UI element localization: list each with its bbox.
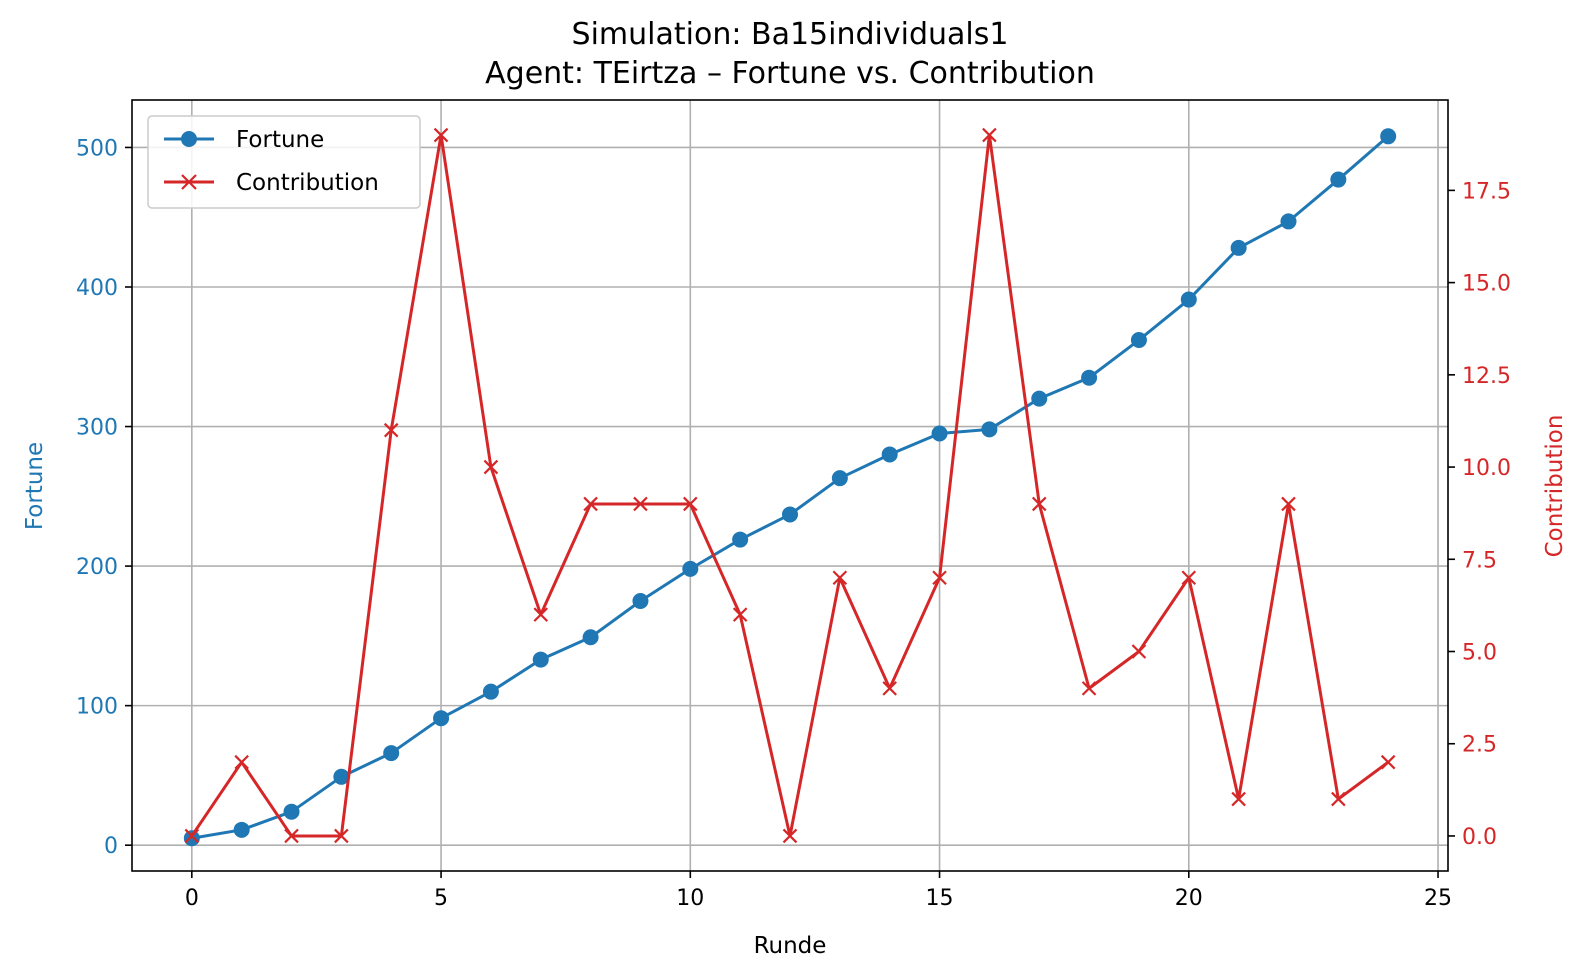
y-axis-left-label: Fortune: [22, 442, 48, 530]
legend-fortune-marker: [181, 131, 197, 147]
data-point: [483, 459, 499, 475]
data-point: [1130, 332, 1147, 349]
data-point: [482, 683, 499, 700]
y-right-tick-label: 2.5: [1462, 733, 1497, 758]
series-fortune: [183, 128, 1397, 847]
legend-contribution-label: Contribution: [236, 170, 379, 196]
data-point: [1231, 791, 1246, 807]
data-point: [932, 570, 947, 586]
x-tick-label: 20: [1175, 886, 1203, 911]
grid: [132, 100, 1448, 871]
data-point: [383, 422, 399, 438]
y-right-tick-label: 10.0: [1462, 456, 1511, 481]
data-point: [283, 803, 300, 820]
data-point: [1031, 390, 1048, 407]
data-point: [1331, 791, 1346, 807]
y-right-tick-label: 12.5: [1462, 364, 1511, 389]
data-point: [931, 425, 948, 442]
series-contribution: [184, 127, 1396, 844]
legend: Fortune Contribution: [147, 115, 421, 209]
data-point: [732, 607, 748, 622]
data-point: [533, 607, 549, 622]
data-point: [183, 830, 200, 847]
y-left-tick-label: 300: [76, 416, 118, 441]
data-point: [682, 560, 699, 577]
data-point: [1180, 291, 1197, 308]
data-point: [1081, 681, 1097, 696]
data-point: [882, 681, 897, 696]
data-point: [1380, 128, 1397, 145]
data-point: [433, 127, 449, 143]
data-point: [1081, 369, 1098, 386]
data-point: [1031, 496, 1047, 512]
data-point: [831, 470, 848, 487]
x-tick-label: 0: [185, 886, 199, 911]
data-point: [284, 828, 299, 844]
x-axis: 0 5 10 15 20 25: [185, 871, 1452, 911]
data-point: [233, 821, 250, 838]
chart-title: Simulation: Ba15individuals1: [572, 17, 1009, 52]
data-point: [383, 745, 400, 762]
data-point: [982, 127, 997, 143]
data-point: [732, 531, 749, 548]
y-right-tick-label: 5.0: [1462, 641, 1497, 666]
x-tick-label: 25: [1424, 886, 1452, 911]
legend-contribution-marker: [181, 174, 197, 190]
y-right-tick-label: 15.0: [1462, 272, 1511, 297]
data-point: [1380, 754, 1396, 770]
plot-frame: [131, 99, 1449, 872]
y-left-tick-label: 200: [76, 555, 118, 580]
data-point: [1181, 570, 1197, 586]
x-tick-label: 5: [434, 886, 448, 911]
data-point: [633, 496, 648, 512]
y-left-tick-label: 0: [104, 834, 118, 859]
y-right-tick-label: 0.0: [1462, 825, 1497, 850]
y-axis-right: 0.0 2.5 5.0 7.5 10.0 12.5 15.0 17.5: [1448, 179, 1511, 850]
data-point: [532, 651, 549, 668]
data-point: [632, 592, 649, 609]
data-point: [782, 828, 798, 844]
y-axis-right-label: Contribution: [1542, 415, 1568, 558]
data-point: [782, 506, 798, 523]
series-layer: [183, 127, 1397, 847]
data-point: [582, 629, 599, 646]
y-left-tick-label: 100: [76, 695, 118, 720]
y-left-tick-label: 400: [76, 276, 118, 301]
data-point: [1131, 644, 1147, 659]
data-point: [832, 570, 848, 586]
data-point: [333, 768, 350, 785]
data-point: [433, 710, 450, 727]
data-point: [683, 496, 698, 512]
y-right-tick-label: 17.5: [1462, 179, 1511, 204]
x-tick-label: 10: [676, 886, 704, 911]
series-line-contribution: [190, 133, 1390, 838]
data-point: [184, 828, 200, 844]
x-tick-label: 15: [926, 886, 954, 911]
legend-box: [147, 115, 421, 209]
y-axis-left: 0 100 200 300 400 500: [76, 136, 132, 859]
data-point: [1281, 496, 1296, 512]
x-axis-label: Runde: [754, 933, 827, 959]
data-point: [1330, 171, 1347, 188]
data-point: [583, 496, 598, 512]
series-line-fortune: [191, 135, 1390, 840]
data-point: [334, 828, 349, 844]
y-right-tick-label: 7.5: [1462, 548, 1497, 573]
data-point: [1230, 239, 1247, 256]
data-point: [881, 446, 898, 463]
chart-subtitle: Agent: TEirtza – Fortune vs. Contributio…: [485, 56, 1095, 91]
data-point: [1280, 213, 1297, 230]
legend-fortune-label: Fortune: [236, 127, 324, 153]
data-point: [981, 421, 998, 438]
data-point: [234, 754, 249, 770]
y-left-tick-label: 500: [76, 136, 118, 161]
